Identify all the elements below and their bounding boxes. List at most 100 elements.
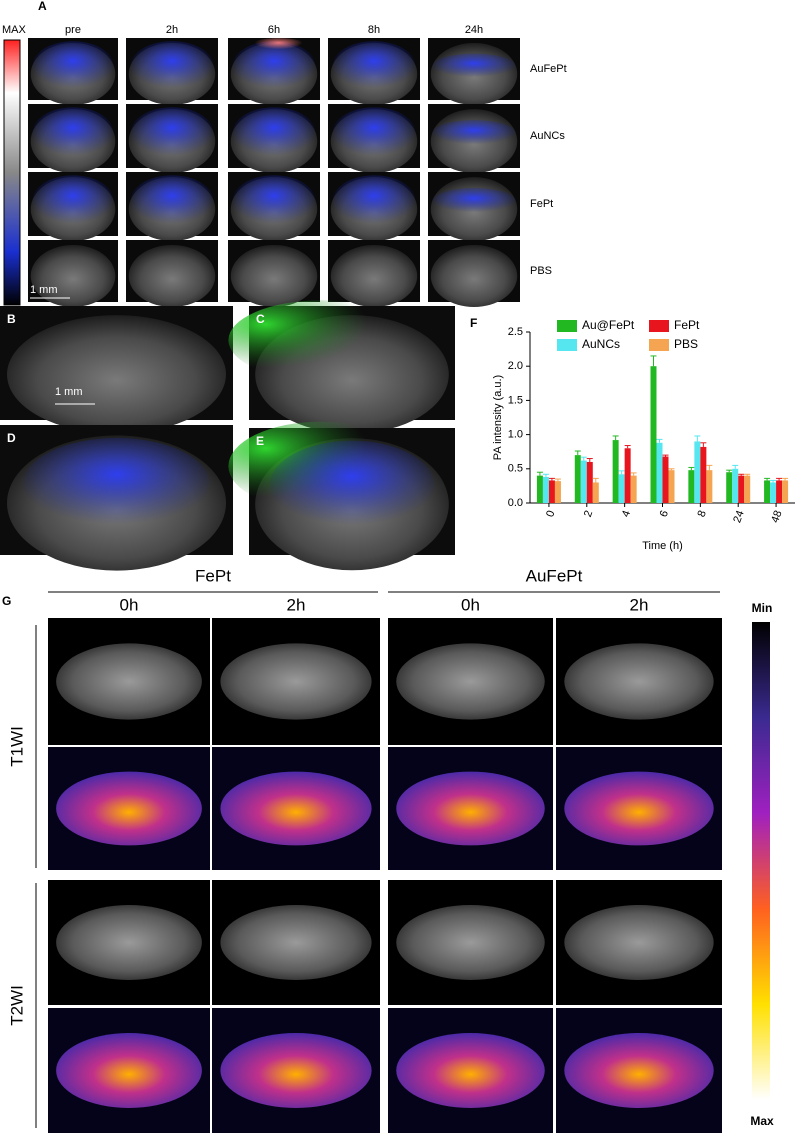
mouse-body bbox=[56, 643, 202, 720]
row-label: T1WI bbox=[7, 726, 26, 767]
legend-swatch bbox=[557, 339, 577, 351]
time-label: 2h bbox=[630, 595, 649, 614]
bar bbox=[738, 475, 745, 503]
y-axis-title: PA intensity (a.u.) bbox=[492, 375, 504, 460]
green-signal bbox=[228, 300, 414, 381]
group-label: AuFePt bbox=[526, 566, 583, 585]
column-label: 2h bbox=[166, 24, 178, 36]
mouse-body bbox=[564, 1033, 714, 1108]
pa-signal bbox=[232, 107, 316, 159]
tumor bbox=[430, 244, 518, 307]
y-tick-label: 1.5 bbox=[508, 394, 523, 406]
mouse-body bbox=[56, 1033, 202, 1108]
mouse-body bbox=[396, 643, 545, 720]
mouse-body bbox=[396, 1033, 545, 1108]
pa-signal bbox=[32, 41, 114, 91]
colorbar bbox=[3, 39, 21, 306]
panel-label: F bbox=[470, 316, 477, 330]
bar bbox=[744, 475, 751, 503]
pa-signal bbox=[432, 120, 516, 146]
scale-bar-label: 1 mm bbox=[55, 386, 83, 398]
pa-hotspot bbox=[248, 38, 309, 54]
time-label: 0h bbox=[461, 595, 480, 614]
pa-signal bbox=[432, 188, 516, 214]
blue-signal bbox=[269, 440, 435, 530]
bar bbox=[536, 475, 543, 503]
bar bbox=[656, 442, 663, 503]
y-tick-label: 2.0 bbox=[508, 360, 523, 372]
bar bbox=[726, 472, 733, 503]
pa-signal bbox=[32, 175, 114, 227]
group-label: FePt bbox=[195, 566, 231, 585]
x-tick-label: 48 bbox=[769, 509, 784, 525]
column-label: 6h bbox=[268, 24, 280, 36]
blue-signal bbox=[23, 438, 210, 529]
legend-swatch bbox=[649, 320, 669, 332]
x-tick-label: 8 bbox=[696, 509, 709, 519]
bar bbox=[668, 470, 675, 503]
bar bbox=[706, 470, 713, 503]
pa-signal bbox=[332, 107, 416, 159]
row-label: AuNCs bbox=[530, 130, 565, 142]
y-tick-label: 1.0 bbox=[508, 429, 523, 441]
legend-swatch bbox=[557, 320, 577, 332]
x-tick-label: 2 bbox=[582, 509, 595, 519]
bar bbox=[592, 482, 599, 503]
panel-label: A bbox=[38, 0, 47, 13]
mouse-body bbox=[564, 905, 714, 980]
mouse-body bbox=[396, 905, 545, 980]
mouse-body bbox=[220, 643, 372, 720]
pa-signal bbox=[432, 53, 516, 79]
pa-signal bbox=[232, 41, 316, 91]
time-label: 0h bbox=[120, 595, 139, 614]
x-tick-label: 0 bbox=[544, 509, 557, 519]
pa-signal bbox=[130, 175, 214, 227]
pa-signal bbox=[32, 107, 114, 159]
legend-swatch bbox=[649, 339, 669, 351]
row-label: FePt bbox=[530, 198, 553, 210]
mouse-body bbox=[56, 905, 202, 980]
colorbar-max: Max bbox=[750, 1114, 774, 1128]
legend-label: FePt bbox=[674, 318, 700, 332]
panel-label: E bbox=[256, 434, 264, 448]
legend-label: AuNCs bbox=[582, 337, 620, 351]
x-axis-title: Time (h) bbox=[642, 540, 683, 552]
bar bbox=[662, 456, 669, 503]
panel-label: C bbox=[256, 312, 265, 326]
row-label: PBS bbox=[530, 265, 552, 277]
pa-signal bbox=[130, 41, 214, 91]
mouse-body bbox=[220, 905, 372, 980]
bar bbox=[782, 480, 789, 503]
bar bbox=[574, 455, 581, 503]
pa-signal bbox=[332, 41, 416, 91]
panel-label: B bbox=[7, 312, 16, 326]
bar bbox=[776, 480, 783, 503]
mouse-body bbox=[56, 771, 202, 846]
mouse-body bbox=[220, 771, 372, 846]
bar bbox=[542, 477, 549, 503]
bar bbox=[732, 468, 739, 503]
y-tick-label: 2.5 bbox=[508, 326, 523, 338]
bar bbox=[624, 448, 631, 503]
mouse-body bbox=[564, 771, 714, 846]
tumor bbox=[6, 315, 227, 434]
legend-label: Au@FePt bbox=[582, 318, 635, 332]
pa-signal bbox=[332, 175, 416, 227]
row-label: T2WI bbox=[7, 985, 26, 1026]
row-label: AuFePt bbox=[530, 63, 567, 75]
mouse-body bbox=[220, 1033, 372, 1108]
bar bbox=[694, 441, 701, 503]
y-tick-label: 0.0 bbox=[508, 497, 523, 509]
bar bbox=[700, 446, 707, 503]
bar bbox=[548, 480, 555, 503]
bar bbox=[630, 475, 637, 503]
legend-label: PBS bbox=[674, 337, 698, 351]
column-label: 8h bbox=[368, 24, 380, 36]
x-tick-label: 4 bbox=[620, 509, 633, 519]
pa-signal bbox=[232, 175, 316, 227]
mouse-body bbox=[564, 643, 714, 720]
bar bbox=[580, 460, 587, 503]
mouse-body bbox=[396, 771, 545, 846]
y-tick-label: 0.5 bbox=[508, 463, 523, 475]
x-tick-label: 24 bbox=[731, 509, 746, 525]
